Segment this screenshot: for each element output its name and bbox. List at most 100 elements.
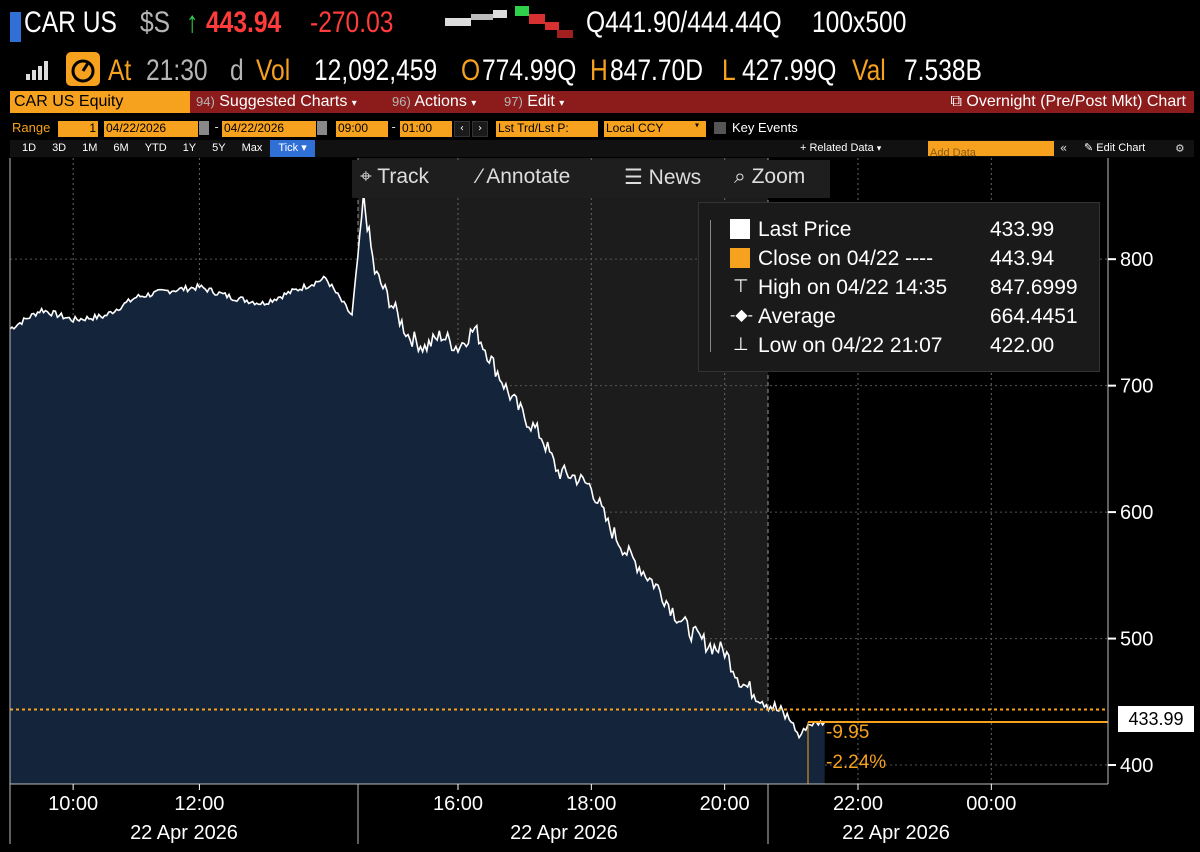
period-button-6m[interactable]: 6M [113, 142, 129, 154]
period-button-1d[interactable]: 1D [22, 142, 37, 154]
period-button-tick[interactable]: Tick ▾ [270, 140, 315, 157]
overnight-chart-button[interactable]: ⧉ Overnight (Pre/Post Mkt) Chart [584, 91, 1194, 113]
period-button-1y[interactable]: 1Y [182, 142, 197, 154]
close-swatch [730, 248, 750, 268]
bid-ask: Q441.90/444.44Q [586, 6, 782, 39]
ticker[interactable]: CAR US [24, 6, 117, 39]
y-tick-label-400: 400 [1120, 755, 1153, 777]
actions-label: Actions [414, 93, 467, 110]
open-price: 774.99Q [482, 54, 577, 87]
range-count-input[interactable]: 1 [58, 121, 98, 137]
time-dash: - [390, 120, 398, 134]
x-tick-label: 12:00 [174, 793, 224, 815]
period-buttons: 1D 3D 1M 6M YTD 1Y 5Y Max Tick ▾ [14, 140, 315, 157]
x-tick-label: 00:00 [966, 793, 1016, 815]
change-absolute: -9.95 [826, 722, 870, 743]
legend-tree-line [710, 220, 721, 352]
high-marker-icon: ⊤ [733, 276, 749, 296]
dropdown-arrow-icon: ▾ [471, 98, 477, 109]
date-label: 22 Apr 2026 [130, 822, 238, 844]
low-label: L [722, 54, 736, 87]
period-button-5y[interactable]: 5Y [212, 142, 226, 154]
edit-menu[interactable]: 97) Edit ▾ [498, 91, 586, 113]
calendar-icon[interactable] [317, 121, 327, 135]
gear-icon[interactable]: ⚙ [1176, 141, 1184, 156]
gauge-icon[interactable] [66, 52, 100, 86]
vol-label: Vol [256, 54, 291, 87]
last-trade-select[interactable]: Lst Trd/Lst P: [496, 121, 598, 137]
calendar-icon[interactable] [199, 121, 209, 135]
key-events-checkbox[interactable] [714, 122, 726, 134]
dropdown-arrow-icon: ▾ [876, 143, 882, 153]
menu-number: 94) [196, 94, 215, 109]
add-data-input[interactable]: Add Data [928, 141, 1054, 159]
last-price-tag: 433.99 [1118, 706, 1194, 732]
price-area [10, 193, 825, 784]
y-tick-label-600: 600 [1120, 502, 1153, 524]
start-date-input[interactable]: 04/22/2026 [104, 121, 198, 137]
prev-arrow-icon[interactable]: ‹ [454, 121, 470, 137]
zoom-button[interactable]: ⌕ Zoom [734, 165, 805, 189]
change-percent: -2.24% [826, 752, 887, 773]
legend-last-label: Last Price [758, 218, 852, 241]
at-label: At [108, 54, 132, 87]
x-tick-label: 20:00 [700, 793, 750, 815]
end-date-input[interactable]: 04/22/2026 [222, 121, 316, 137]
legend-high-value: 847.6999 [990, 276, 1078, 299]
legend-last-value: 433.99 [990, 218, 1055, 241]
suggested-charts-menu[interactable]: 94) Suggested Charts ▾ [190, 91, 388, 113]
last-price-swatch [730, 219, 750, 239]
start-time-input[interactable]: 09:00 [336, 121, 388, 137]
legend-box[interactable] [698, 202, 1100, 372]
security-field[interactable]: CAR US Equity [10, 91, 190, 113]
x-tick-label: 10:00 [48, 793, 98, 815]
y-tick-label-500: 500 [1120, 629, 1153, 651]
range-label: Range [12, 120, 51, 135]
legend-avg-value: 664.4451 [990, 305, 1078, 328]
magnifier-icon: ⌕ [734, 165, 746, 188]
security-marker [10, 12, 21, 42]
overnight-chart-label: Overnight (Pre/Post Mkt) Chart [966, 93, 1186, 110]
collapse-icon[interactable]: « [1060, 141, 1068, 155]
list-icon: ☰ [624, 166, 643, 189]
legend-close-value: 443.94 [990, 247, 1055, 270]
traded-value: 7.538B [904, 54, 982, 87]
period-button-1m[interactable]: 1M [82, 142, 98, 154]
edit-label: Edit [527, 93, 555, 110]
price-line [9, 192, 826, 740]
average-marker-icon: -◆- [730, 307, 753, 324]
chart-toolbar [352, 160, 830, 198]
annotate-button[interactable]: ∕ Annotate [478, 165, 570, 189]
x-tick-label: 22:00 [833, 793, 883, 815]
net-change: -270.03 [310, 6, 394, 39]
x-tick-label: 16:00 [433, 793, 483, 815]
period-button-ytd[interactable]: YTD [144, 142, 167, 154]
period-button-max[interactable]: Max [241, 142, 263, 154]
quote-time: 21:30 [146, 54, 208, 87]
period-button-3d[interactable]: 3D [52, 142, 67, 154]
legend-low-label: Low on 04/22 21:07 [758, 334, 943, 357]
edit-chart-label: Edit Chart [1096, 142, 1146, 154]
actions-menu[interactable]: 96) Actions ▾ [386, 91, 500, 113]
date-label: 22 Apr 2026 [510, 822, 618, 844]
edit-chart-button[interactable]: ✎ Edit Chart [1084, 140, 1145, 157]
y-tick-label-800: 800 [1120, 249, 1153, 271]
y-tick-label-700: 700 [1120, 376, 1153, 398]
high-price: 847.70D [610, 54, 704, 87]
currency-select[interactable]: Local CCY [604, 121, 706, 137]
currency: $S [140, 6, 171, 39]
next-arrow-icon[interactable]: › [472, 121, 488, 137]
end-time-input[interactable]: 01:00 [400, 121, 452, 137]
low-marker-icon: ⊥ [733, 334, 749, 354]
add-data-placeholder: Add Data [930, 147, 976, 159]
range-dash: - [213, 120, 221, 134]
track-button[interactable]: ⌖ Track [360, 165, 429, 189]
external-link-icon: ⧉ [950, 93, 962, 110]
track-label: Track [377, 165, 430, 188]
related-data-menu[interactable]: + Related Data ▾ [800, 140, 881, 157]
legend-low-value: 422.00 [990, 334, 1055, 357]
dropdown-arrow-icon: ▾ [351, 98, 357, 109]
news-button[interactable]: ☰ News [624, 165, 701, 190]
bid-ask-size: 100x500 [812, 6, 907, 39]
